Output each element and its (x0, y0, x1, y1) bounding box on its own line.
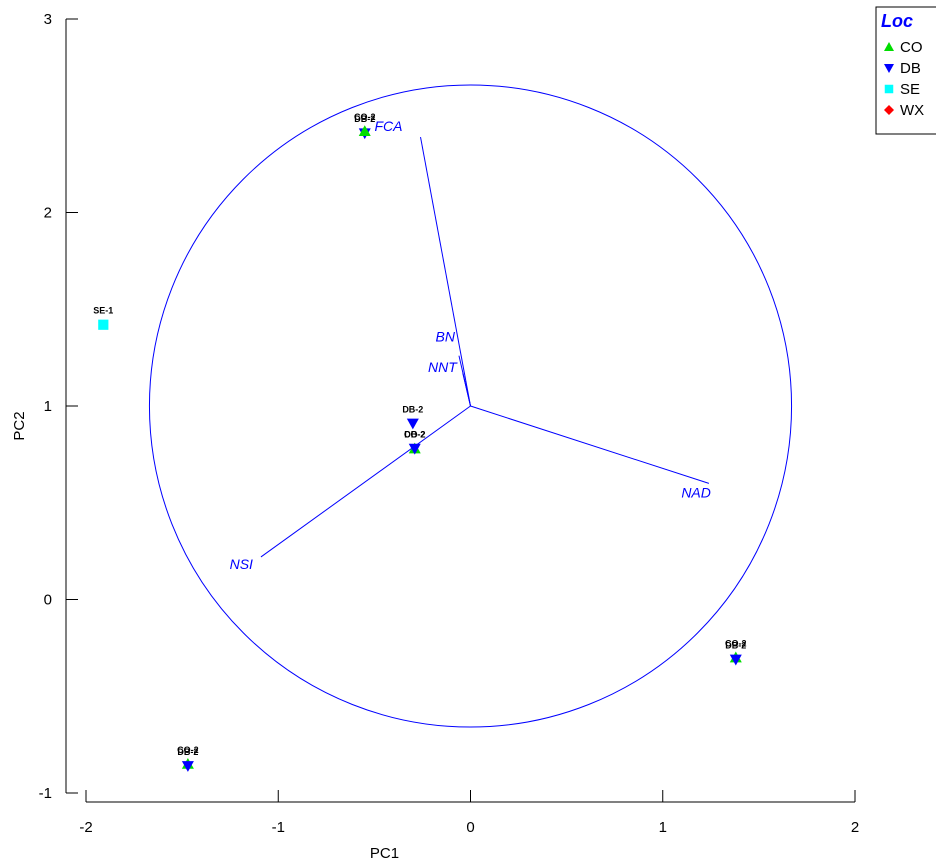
y-tick-label: 1 (44, 398, 52, 415)
vector-bn-label: BN (436, 329, 456, 345)
data-point-label: DB-2 (404, 430, 425, 440)
legend-entry-se: SE (900, 81, 920, 98)
x-tick-label: -1 (272, 819, 285, 836)
data-point-label: CO-2 (177, 745, 199, 755)
x-tick-label: 2 (851, 819, 859, 836)
vector-fca-label: FCA (375, 118, 403, 134)
y-tick-label: 3 (44, 11, 52, 28)
vector-nad-line (470, 405, 710, 484)
legend-box (875, 6, 936, 135)
legend-title: Loc (881, 11, 913, 31)
data-point-label: DB-2 (354, 114, 375, 124)
legend-marker-co (884, 42, 894, 51)
legend-entry-db: DB (900, 60, 921, 77)
vector-fca-line (420, 136, 471, 407)
data-point-co (358, 125, 371, 137)
axes: -1 0 1 2 3 -2 -1 0 1 2 PC1 PC2 (11, 11, 859, 862)
x-tick-label: 1 (659, 819, 667, 836)
legend: Loc CO DB SE WX (875, 6, 936, 135)
vector-nsi-line (260, 405, 471, 558)
correlation-circle (148, 84, 793, 728)
data-point-label: CO-2 (404, 430, 426, 440)
data-point-se (98, 319, 109, 330)
data-point-db (729, 654, 742, 666)
vector-nnt-label: NNT (428, 359, 458, 375)
x-axis-title: PC1 (370, 845, 399, 862)
data-point-label: CO-2 (354, 112, 376, 122)
legend-entry-wx: WX (900, 102, 924, 119)
data-point-db (181, 761, 194, 772)
x-tick-label: -2 (79, 819, 92, 836)
data-point-db (408, 443, 421, 455)
data-point-db (406, 418, 419, 430)
legend-marker-wx (884, 105, 894, 115)
data-point-label: DB-2 (725, 640, 746, 650)
y-tick-label: -1 (39, 785, 52, 802)
legend-entry-co: CO (900, 39, 923, 56)
y-tick-label: 2 (44, 205, 52, 222)
data-point-label: CO-2 (725, 639, 747, 649)
data-point-label: DB-2 (177, 747, 198, 757)
correlation-circle-layer (148, 84, 793, 728)
x-tick-label: 0 (466, 819, 474, 836)
data-points-layer: DB-2CO-2SE-1DB-2CO-2DB-2CO-2DB-2CO-2DB-2 (93, 112, 747, 772)
vector-nnt-line (462, 372, 471, 407)
loading-vectors-layer: FCA BN NNT NAD NSI (230, 118, 711, 572)
data-point-label: SE-1 (93, 306, 113, 316)
data-point-label: DB-2 (402, 404, 423, 414)
legend-marker-se (884, 84, 894, 94)
y-axis-title: PC2 (11, 411, 28, 440)
vector-nad-label: NAD (681, 484, 711, 500)
vector-nsi-label: NSI (230, 556, 253, 572)
y-tick-label: 0 (44, 592, 52, 609)
legend-marker-db (884, 64, 894, 73)
